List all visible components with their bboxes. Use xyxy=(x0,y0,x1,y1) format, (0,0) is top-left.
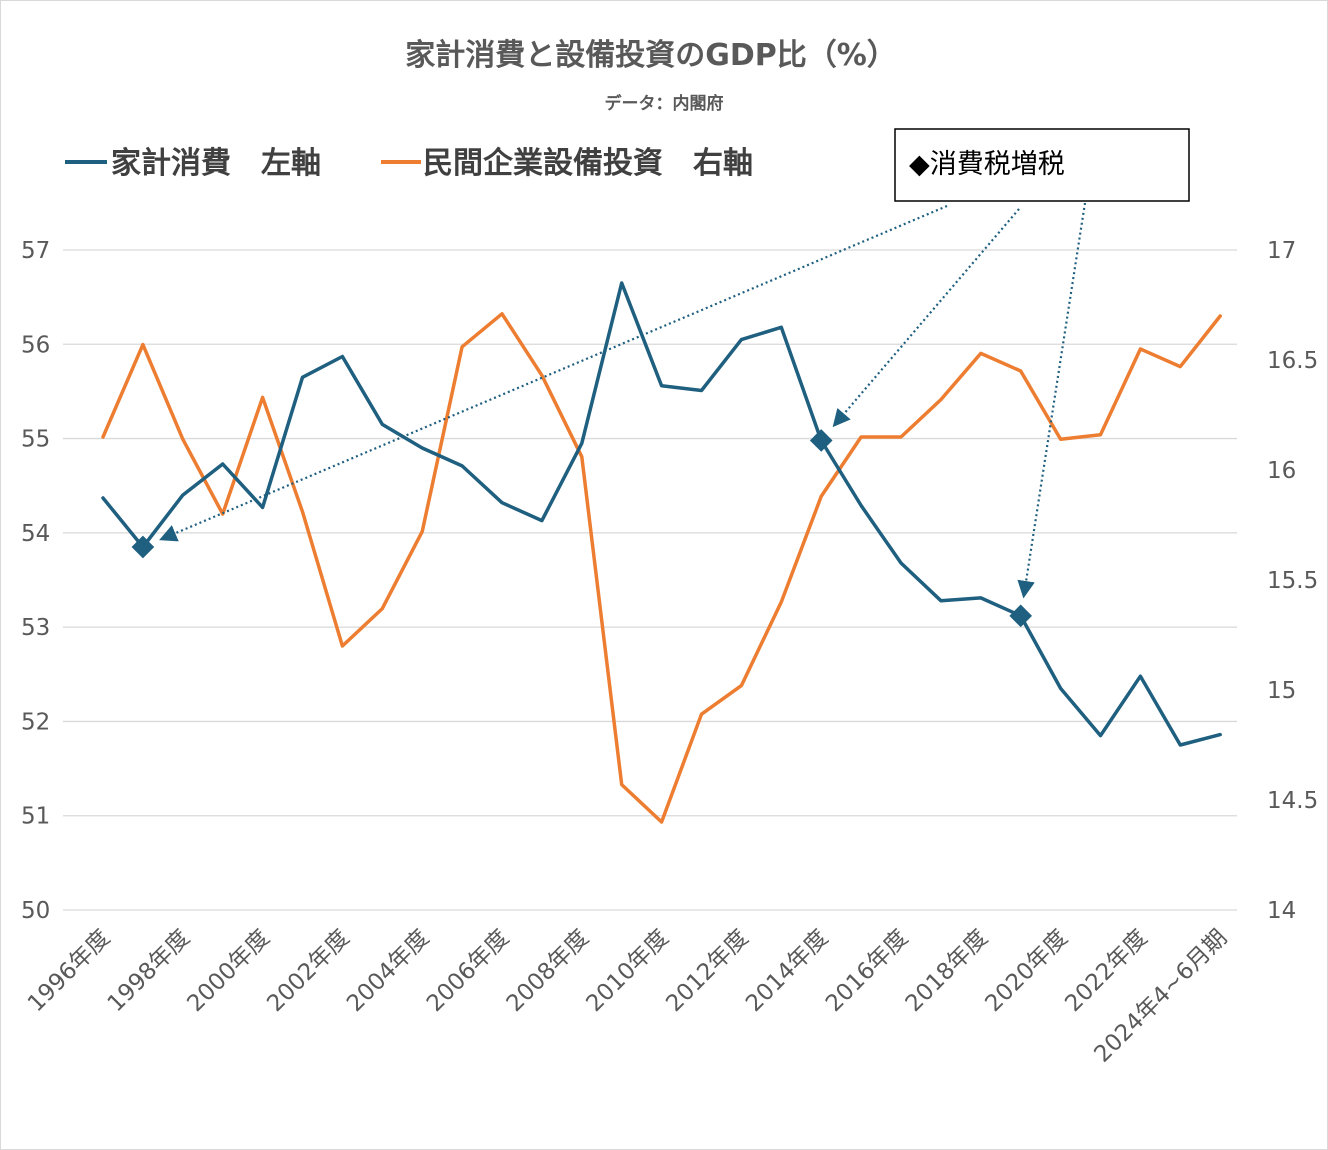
y-left-tick-label: 50 xyxy=(21,898,50,924)
annotation-arrow xyxy=(1017,202,1087,599)
x-tick-label: 2000年度 xyxy=(183,925,275,1017)
y-right-tick-label: 14.5 xyxy=(1267,788,1318,814)
gridlines xyxy=(63,249,1237,911)
x-tick-label: 2012年度 xyxy=(661,925,753,1017)
x-tick-label: 2004年度 xyxy=(342,925,434,1017)
legend-label-household: 家計消費 左軸 xyxy=(111,146,321,181)
y-left-tick-label: 52 xyxy=(21,709,50,735)
y-right-tick-label: 15 xyxy=(1267,678,1296,704)
chart-subtitle: データ：内閣府 xyxy=(605,93,724,114)
y-left-tick-label: 55 xyxy=(21,427,50,453)
x-tick-label: 2024年4~6月期 xyxy=(1090,925,1233,1068)
annotation-arrow xyxy=(159,204,948,542)
y-axis-right: 14 14.5 15 15.5 16 16.5 17 xyxy=(1267,238,1318,924)
x-tick-label: 2008年度 xyxy=(502,925,594,1017)
y-axis-left: 50 51 52 53 54 55 56 57 xyxy=(21,238,50,924)
x-tick-label: 2014年度 xyxy=(741,925,833,1017)
x-tick-label: 2010年度 xyxy=(582,925,674,1017)
chart-title: 家計消費と設備投資のGDP比（%） xyxy=(405,38,897,73)
tax-hike-marker xyxy=(1009,604,1033,628)
series-layer xyxy=(101,281,1222,824)
y-left-tick-label: 51 xyxy=(21,804,50,830)
y-right-tick-label: 14 xyxy=(1267,898,1296,924)
series-line-household-consumption xyxy=(101,281,1222,747)
x-tick-label: 2016年度 xyxy=(821,925,913,1017)
annotation-label: ◆消費税増税 xyxy=(909,149,1065,180)
legend-label-investment: 民間企業設備投資 右軸 xyxy=(423,146,753,181)
annotation-arrow xyxy=(832,208,1020,428)
y-left-tick-label: 53 xyxy=(21,615,50,641)
y-right-tick-label: 15.5 xyxy=(1267,568,1318,594)
x-tick-label: 2020年度 xyxy=(981,925,1073,1017)
annotation-frame xyxy=(894,128,1190,202)
x-tick-label: 2002年度 xyxy=(262,925,354,1017)
x-tick-label: 1996年度 xyxy=(23,925,115,1017)
x-tick-label: 2018年度 xyxy=(901,925,993,1017)
y-right-tick-label: 16.5 xyxy=(1267,348,1318,374)
tax-hike-marker xyxy=(809,429,833,452)
x-tick-label: 2006年度 xyxy=(422,925,514,1017)
legend: 家計消費 左軸 民間企業設備投資 右軸 xyxy=(65,146,753,181)
y-left-tick-label: 56 xyxy=(21,332,50,358)
y-left-tick-label: 54 xyxy=(21,521,50,547)
x-tick-label: 1998年度 xyxy=(103,925,195,1017)
y-left-tick-label: 57 xyxy=(21,238,50,264)
annotation-box: ◆消費税増税 xyxy=(894,128,1190,202)
series-line-business-investment xyxy=(101,312,1222,824)
x-axis: 1996年度1998年度2000年度2002年度2004年度2006年度2008… xyxy=(23,925,1233,1068)
y-right-tick-label: 16 xyxy=(1267,458,1296,484)
y-right-tick-label: 17 xyxy=(1267,238,1296,264)
annotation-arrows xyxy=(159,202,1087,599)
